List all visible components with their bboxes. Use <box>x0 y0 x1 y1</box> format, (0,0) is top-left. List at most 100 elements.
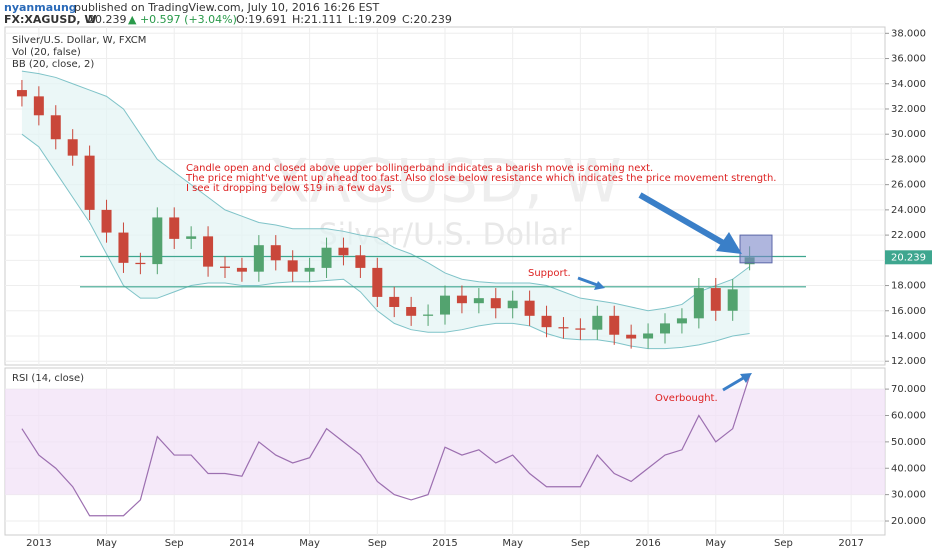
candle-body <box>135 262 146 265</box>
y-tick-label: 26.000 <box>891 180 926 191</box>
author: nyanmaung <box>4 1 77 14</box>
candle-body <box>693 288 704 319</box>
x-tick-label: 2017 <box>838 538 863 549</box>
candle-body <box>16 90 27 97</box>
candle-body <box>541 315 552 328</box>
candle-body <box>727 289 738 311</box>
x-tick-label: 2015 <box>432 538 457 549</box>
x-tick-label: 2014 <box>229 538 254 549</box>
y-tick-label: 24.000 <box>891 205 926 216</box>
last-price-box <box>885 250 932 265</box>
candle-body <box>660 323 670 334</box>
y-tick-label: 30.000 <box>891 490 926 501</box>
x-tick-label: 2013 <box>26 538 51 549</box>
y-tick-label: 60.000 <box>891 410 926 421</box>
watermark: XAGUSD, W <box>268 147 621 217</box>
rsi-band <box>5 389 885 495</box>
candle-body <box>676 318 687 324</box>
y-tick-label: 70.000 <box>891 384 926 395</box>
indicator-label: BB (20, close, 2) <box>12 59 94 70</box>
annotation: Overbought. <box>655 393 718 404</box>
y-tick-label: 22.000 <box>891 230 926 241</box>
bb-line <box>21 133 750 350</box>
x-tick-label: May <box>705 538 726 549</box>
candle-body <box>169 217 180 239</box>
arrow-head <box>594 281 605 290</box>
candle-body <box>152 217 163 265</box>
zone <box>739 234 773 264</box>
candle-body <box>287 260 298 272</box>
candle-body <box>389 296 400 307</box>
candle-body <box>524 300 535 316</box>
x-tick-label: 2016 <box>635 538 660 549</box>
last-price-label: 20.239 <box>891 252 926 263</box>
y-tick-label: 16.000 <box>891 306 926 317</box>
annotation: Support. <box>528 268 571 279</box>
y-tick-label: 36.000 <box>891 54 926 65</box>
candle-body <box>710 288 721 311</box>
arrow <box>722 375 746 392</box>
candle-body <box>490 298 501 309</box>
arrow <box>577 276 601 288</box>
candle-body <box>626 334 637 339</box>
candle-body <box>423 314 434 316</box>
candle-body <box>507 300 518 309</box>
candle-body <box>440 295 450 315</box>
open: O:19.691 <box>236 13 287 26</box>
candle-body <box>203 236 214 267</box>
candle-body <box>236 267 247 272</box>
candle-body <box>609 315 620 335</box>
arrow-head <box>716 232 742 254</box>
x-tick-label: Sep <box>571 538 590 549</box>
y-tick-label: 14.000 <box>891 331 926 342</box>
pane-title: RSI (14, close) <box>12 373 84 384</box>
change: ▲ +0.597 (+3.04%) <box>128 13 237 26</box>
close: C:20.239 <box>402 13 452 26</box>
y-tick-label: 50.000 <box>891 437 926 448</box>
candle-body <box>406 306 417 316</box>
y-tick-label: 28.000 <box>891 154 926 165</box>
candle-body <box>473 298 484 304</box>
symbol: FX:XAGUSD, W <box>4 13 97 26</box>
candle-body <box>558 327 569 329</box>
high: H:21.111 <box>292 13 342 26</box>
candle-body <box>220 266 230 268</box>
candle-body <box>186 236 197 239</box>
y-tick-label: 38.000 <box>891 28 926 39</box>
candle-body <box>304 267 315 272</box>
x-tick-label: Sep <box>368 538 387 549</box>
y-tick-label: 34.000 <box>891 79 926 90</box>
published: published on TradingView.com, July 10, 2… <box>74 1 380 14</box>
rsi-line <box>21 375 751 517</box>
candle-body <box>270 245 281 261</box>
candle-body <box>253 245 264 272</box>
low: L:19.209 <box>348 13 396 26</box>
pane-title: Silver/U.S. Dollar, W, FXCM <box>12 35 146 46</box>
candle-body <box>118 232 129 263</box>
bb-band <box>21 71 750 349</box>
x-tick-label: Sep <box>165 538 184 549</box>
candle-body <box>321 247 332 268</box>
x-tick-label: Sep <box>774 538 793 549</box>
candle-body <box>575 328 586 330</box>
y-tick-label: 12.000 <box>891 356 926 367</box>
candle-body <box>33 96 44 116</box>
y-tick-label: 20.000 <box>891 516 926 527</box>
candle-body <box>101 209 112 233</box>
candle-body <box>456 295 467 304</box>
y-tick-label: 18.000 <box>891 281 926 292</box>
arrow-head <box>740 373 752 383</box>
candle-body <box>50 115 61 140</box>
annotation: Candle open and closed above upper bolli… <box>186 163 653 174</box>
arrow <box>638 192 727 247</box>
bb-line <box>21 70 750 312</box>
y-tick-label: 40.000 <box>891 463 926 474</box>
x-tick-label: May <box>502 538 523 549</box>
y-tick-label: 30.000 <box>891 129 926 140</box>
candle-body <box>67 139 78 156</box>
candle-body <box>643 333 654 339</box>
price: 20.239 <box>88 13 127 26</box>
candle-body <box>592 315 603 330</box>
candle-body <box>355 255 366 268</box>
